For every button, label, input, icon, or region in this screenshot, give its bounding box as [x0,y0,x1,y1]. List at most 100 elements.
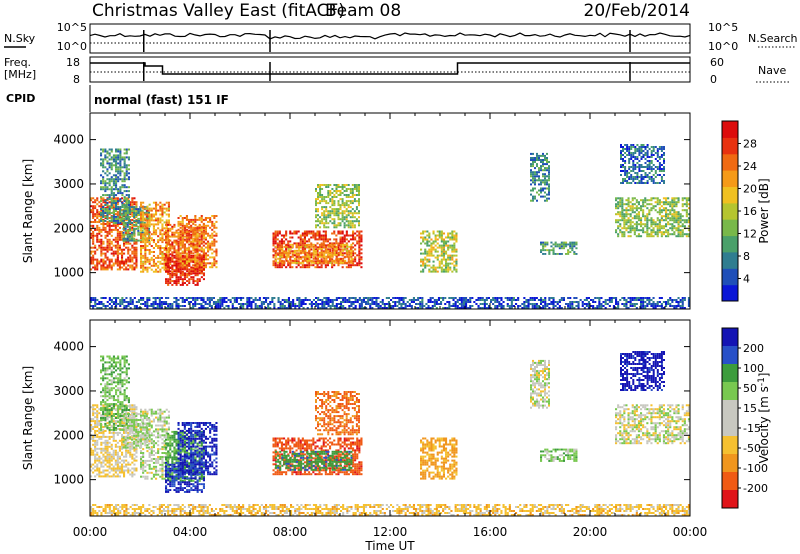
range-gate-cell [619,203,622,206]
range-gate-cell [625,219,628,222]
range-gate-cell [125,301,128,303]
range-gate-cell [327,196,330,198]
range-gate-cell [146,260,149,263]
range-gate-cell [175,266,178,269]
range-gate-cell [352,254,355,257]
range-gate-cell [658,168,661,170]
range-gate-cell [165,262,168,265]
range-gate-cell [451,256,454,259]
range-gate-cell [118,230,121,233]
range-gate-cell [202,260,205,263]
range-gate-cell [179,297,182,299]
range-gate-cell [408,303,411,305]
range-gate-cell [192,222,195,225]
range-gate-cell [106,194,109,197]
range-gate-cell [196,266,199,269]
range-gate-cell [181,246,184,249]
range-gate-cell [117,172,120,175]
range-gate-cell [681,229,684,232]
range-gate-cell [337,251,340,254]
range-gate-cell [104,254,107,257]
range-gate-cell [532,165,534,168]
range-gate-cell [92,211,95,214]
range-gate-cell [108,258,111,261]
range-gate-cell [542,195,544,198]
range-gate-cell [650,233,653,236]
range-gate-cell [314,253,317,256]
range-gate-cell [347,184,350,186]
range-gate-cell [102,186,105,189]
range-gate-cell [144,258,147,261]
range-gate-cell [122,233,125,236]
range-gate-cell [679,217,682,220]
range-gate-cell [150,223,153,226]
range-gate-cell [125,200,128,203]
range-gate-cell [186,270,189,273]
range-gate-cell [207,220,210,223]
range-gate-cell [665,201,668,204]
range-gate-cell [122,221,125,224]
range-gate-cell [98,232,101,235]
range-gate-cell [175,235,178,238]
range-gate-cell [129,213,132,216]
range-gate-cell [308,303,311,305]
range-gate-cell [321,301,324,303]
range-gate-cell [321,184,324,186]
range-gate-cell [108,180,111,183]
range-gate-cell [92,197,95,200]
range-gate-cell [546,175,548,178]
range-gate-cell [634,178,637,180]
range-gate-cell [621,199,624,202]
range-gate-cell [571,243,574,246]
range-gate-cell [290,305,293,307]
range-gate-cell [345,190,348,192]
range-gate-cell [204,218,207,221]
range-gate-cell [177,236,180,239]
range-gate-cell [622,148,624,150]
range-gate-cell [375,301,378,303]
range-gate-cell [131,260,134,263]
range-gate-cell [544,181,546,184]
range-gate-cell [114,224,117,227]
range-gate-cell [152,297,155,299]
range-gate-cell [250,305,253,307]
range-gate-cell [92,246,95,249]
range-gate-cell [133,203,136,206]
range-gate-cell [185,297,188,299]
range-gate-cell [646,146,649,148]
range-gate-cell [114,197,117,200]
range-gate-cell [155,262,158,265]
range-gate-cell [106,232,109,235]
range-gate-cell [161,241,164,244]
range-gate-cell [329,301,332,303]
range-gate-cell [131,256,134,259]
range-gate-cell [127,194,130,197]
range-gate-cell [167,307,170,309]
range-gate-cell [177,240,180,243]
range-gate-cell [431,305,434,307]
range-gate-cell [404,307,407,309]
range-gate-cell [131,219,134,221]
range-gate-cell [183,248,186,251]
range-gate-cell [167,229,170,232]
range-gate-cell [183,282,186,284]
range-gate-cell [121,238,124,241]
range-gate-cell [622,164,624,166]
range-gate-cell [371,307,374,309]
range-gate-cell [219,301,222,303]
range-gate-cell [428,232,431,235]
range-gate-cell [158,297,161,299]
range-gate-cell [196,259,199,262]
range-gate-cell [292,301,295,303]
range-gate-cell [190,272,193,275]
range-gate-cell [402,307,405,309]
range-gate-cell [654,205,657,208]
range-gate-cell [96,197,99,200]
range-gate-cell [171,257,174,260]
range-gate-cell [327,212,330,215]
range-gate-cell [117,208,120,210]
range-gate-cell [179,260,182,263]
range-gate-cell [202,264,205,267]
range-gate-cell [392,301,395,303]
range-gate-cell [442,270,445,273]
